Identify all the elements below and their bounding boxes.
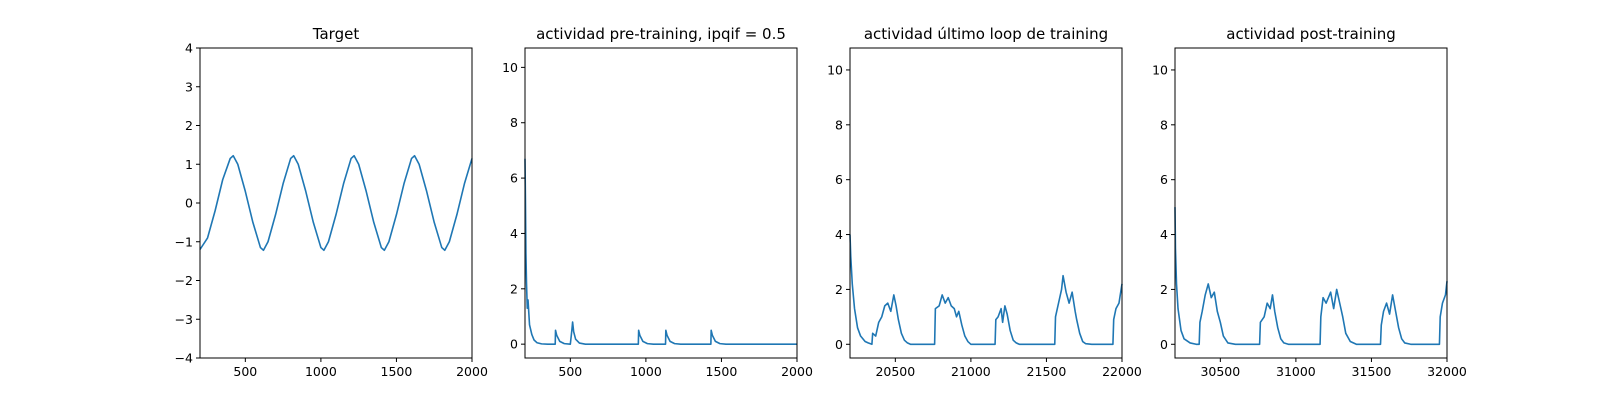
chart-title: actividad pre-training, ipqif = 0.5 [536, 25, 786, 43]
chart-panel-2: actividad pre-training, ipqif = 0.5 500 10… [502, 25, 813, 379]
y-tick-label: 6 [1160, 172, 1168, 187]
y-tick-label: −1 [175, 234, 193, 249]
x-tick-label: 500 [233, 364, 257, 379]
plot-frame [849, 47, 1123, 359]
plot-frame [1174, 47, 1448, 359]
x-tick-label: 20500 [875, 364, 915, 379]
series-line-1 [849, 234, 1123, 346]
x-tick-label: 21000 [951, 364, 991, 379]
x-tick-label: 1500 [706, 364, 738, 379]
y-tick-label: 6 [835, 172, 843, 187]
y-tick-label: 8 [1160, 117, 1168, 132]
y-tick-label: −3 [175, 312, 193, 327]
x-tick-label: 2000 [781, 364, 813, 379]
y-tick-label: 8 [510, 115, 518, 130]
x-tick-label: 31000 [1276, 364, 1316, 379]
chart-panel-4: actividad post-training 30500 31000 31500 32… [1152, 25, 1467, 379]
y-tick-label: 4 [835, 227, 843, 242]
x-tick-label: 22000 [1102, 364, 1142, 379]
plot-frame [199, 47, 473, 359]
x-tick-label: 30500 [1200, 364, 1240, 379]
y-tick-label: 0 [510, 337, 518, 352]
plot-frame [524, 47, 798, 359]
y-tick-label: 10 [1152, 62, 1168, 77]
y-tick-label: 2 [1160, 282, 1168, 297]
y-tick-label: 4 [185, 41, 193, 56]
y-tick-label: 0 [1160, 337, 1168, 352]
y-tick-label: 2 [510, 281, 518, 296]
y-tick-label: 2 [835, 282, 843, 297]
x-tick-label: 1000 [630, 364, 662, 379]
x-tick-label: 500 [558, 364, 582, 379]
y-tick-label: 1 [185, 157, 193, 172]
x-tick-label: 2000 [456, 364, 488, 379]
x-tick-label: 1500 [381, 364, 413, 379]
series-line-1 [1174, 207, 1448, 346]
x-tick-label: 31500 [1352, 364, 1392, 379]
x-tick-label: 1000 [305, 364, 337, 379]
y-tick-label: 0 [185, 196, 193, 211]
y-tick-label: 4 [510, 226, 518, 241]
y-tick-label: 10 [827, 62, 843, 77]
y-tick-label: 10 [502, 60, 518, 75]
chart-title: actividad último loop de training [864, 25, 1108, 43]
y-tick-label: 0 [835, 337, 843, 352]
y-tick-label: 8 [835, 117, 843, 132]
chart-title: actividad post-training [1226, 25, 1395, 43]
series-line-1 [524, 158, 797, 345]
series-line-1 [199, 154, 473, 252]
chart-title: Target [312, 25, 360, 43]
x-tick-label: 21500 [1027, 364, 1067, 379]
y-tick-label: −2 [175, 273, 193, 288]
y-tick-label: 3 [185, 79, 193, 94]
chart-panel-1: Target 500 1000 1500 2000 −4 −3 −2 −1 0 1 2 3 4 [175, 25, 488, 379]
y-tick-label: −4 [175, 351, 193, 366]
y-tick-label: 6 [510, 171, 518, 186]
y-tick-label: 2 [185, 118, 193, 133]
y-tick-label: 4 [1160, 227, 1168, 242]
x-tick-label: 32000 [1427, 364, 1467, 379]
